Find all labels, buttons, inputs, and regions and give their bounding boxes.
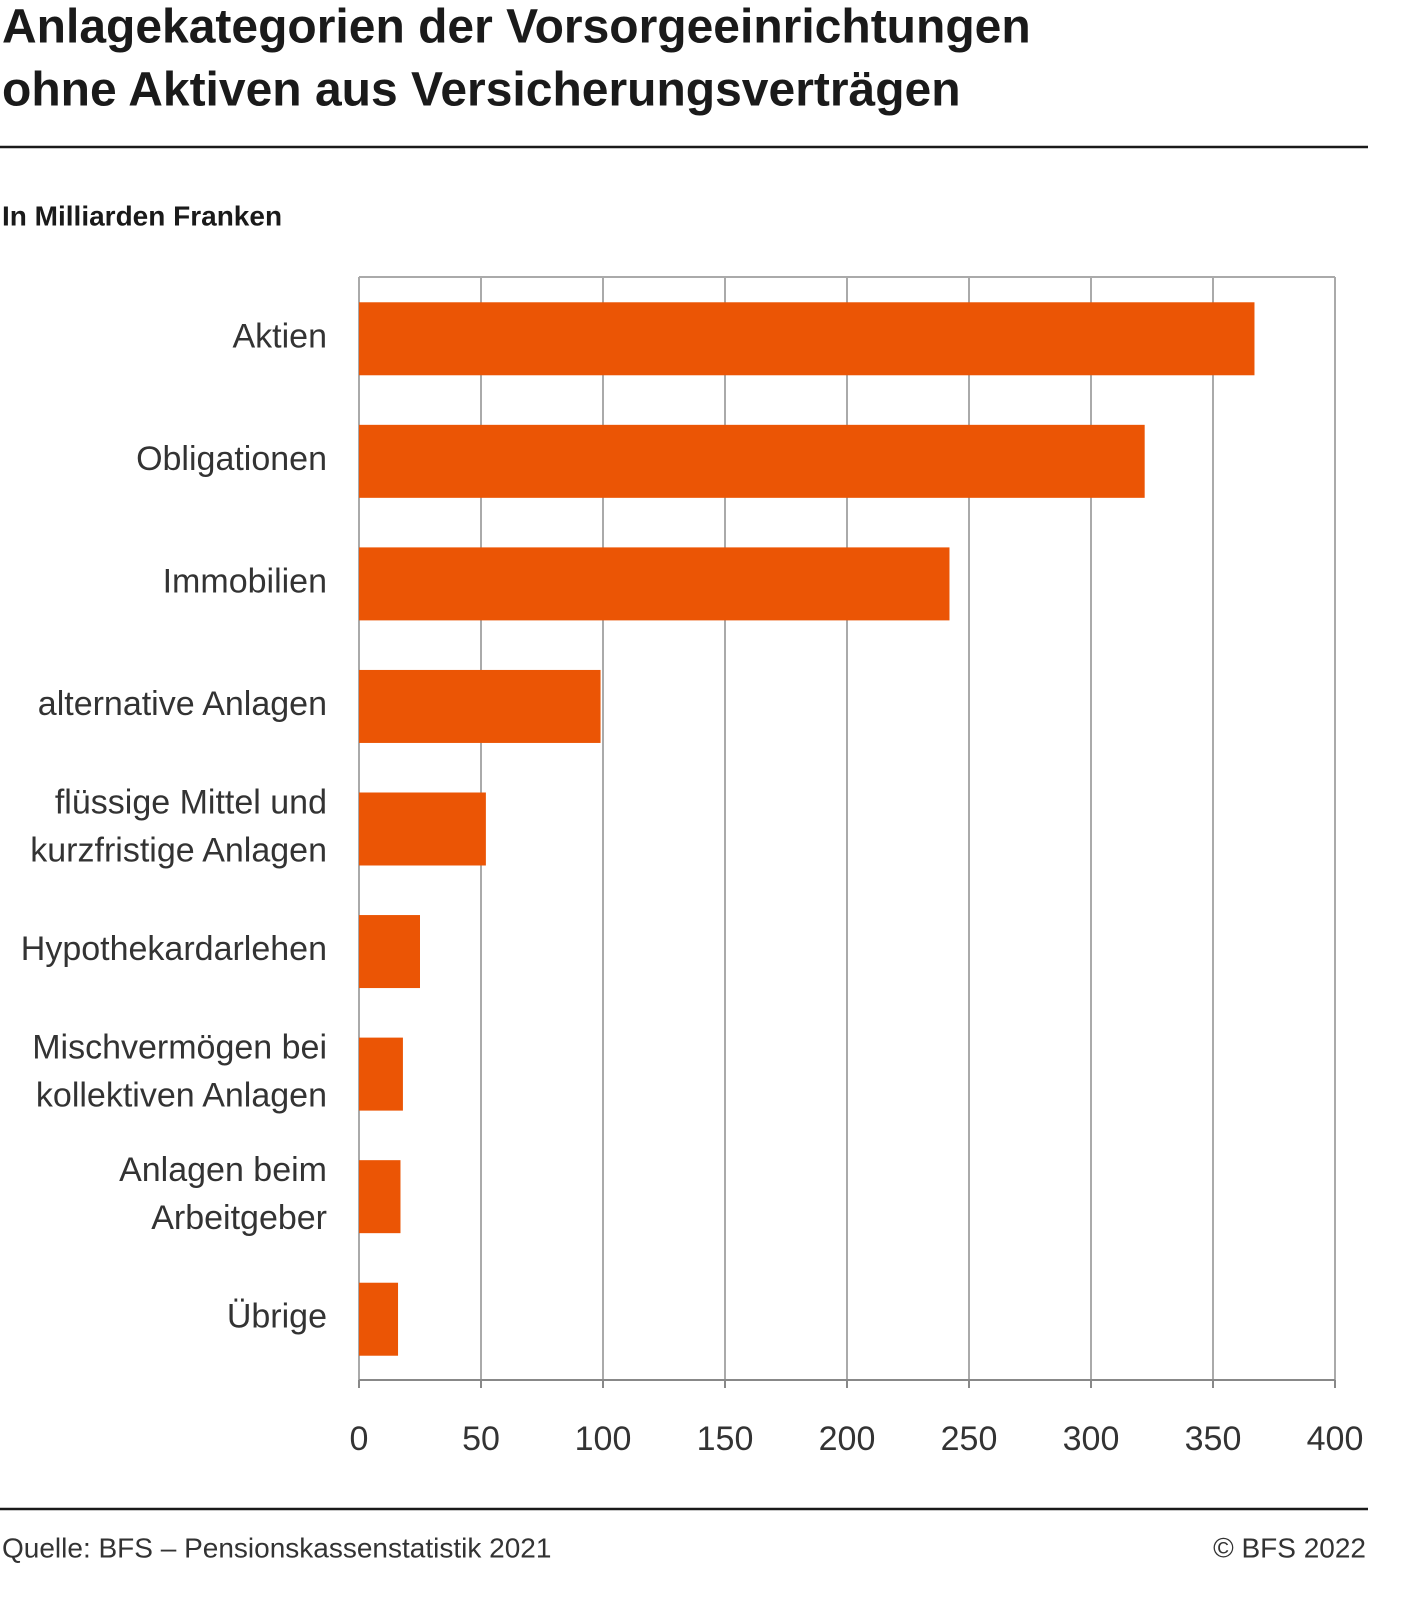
bar xyxy=(359,1160,401,1234)
x-tick-label: 150 xyxy=(697,1420,754,1458)
bar xyxy=(359,792,486,866)
y-tick-label: Hypothekardarlehen xyxy=(21,930,327,968)
chart-title-line: ohne Aktiven aus Versicherungsverträgen xyxy=(2,64,961,117)
x-tick-label: 200 xyxy=(819,1420,876,1458)
y-tick-label: alternative Anlagen xyxy=(38,685,327,723)
x-tick-label: 400 xyxy=(1307,1420,1364,1458)
x-tick-label: 350 xyxy=(1185,1420,1242,1458)
bar xyxy=(359,915,420,989)
y-tick-label: Anlagen beim xyxy=(119,1151,327,1189)
x-tick-label: 100 xyxy=(575,1420,632,1458)
bar xyxy=(359,302,1255,376)
bar xyxy=(359,669,601,743)
y-tick-label: Aktien xyxy=(233,317,328,355)
y-tick-label: kollektiven Anlagen xyxy=(36,1077,327,1115)
source: Quelle: BFS – Pensionskassenstatistik 20… xyxy=(2,1532,551,1563)
x-tick-label: 250 xyxy=(941,1420,998,1458)
y-tick-label: kurzfristige Anlagen xyxy=(30,831,327,869)
y-tick-label: Arbeitgeber xyxy=(151,1199,327,1237)
x-tick-label: 50 xyxy=(462,1420,500,1458)
copyright: © BFS 2022 xyxy=(1213,1532,1366,1563)
subtitle: In Milliarden Franken xyxy=(2,200,282,231)
y-tick-label: Immobilien xyxy=(163,562,327,600)
chart-title-line: Anlagekategorien der Vorsorgeeinrichtung… xyxy=(2,1,1031,54)
x-tick-label: 0 xyxy=(350,1420,369,1458)
y-tick-label: Obligationen xyxy=(136,440,327,478)
bar xyxy=(359,547,950,621)
bar xyxy=(359,424,1145,498)
bar xyxy=(359,1037,403,1111)
bar xyxy=(359,1282,399,1356)
y-tick-label: Übrige xyxy=(227,1298,327,1336)
y-tick-label: Mischvermögen bei xyxy=(32,1029,327,1067)
y-tick-label: flüssige Mittel und xyxy=(55,783,327,821)
x-tick-label: 300 xyxy=(1063,1420,1120,1458)
